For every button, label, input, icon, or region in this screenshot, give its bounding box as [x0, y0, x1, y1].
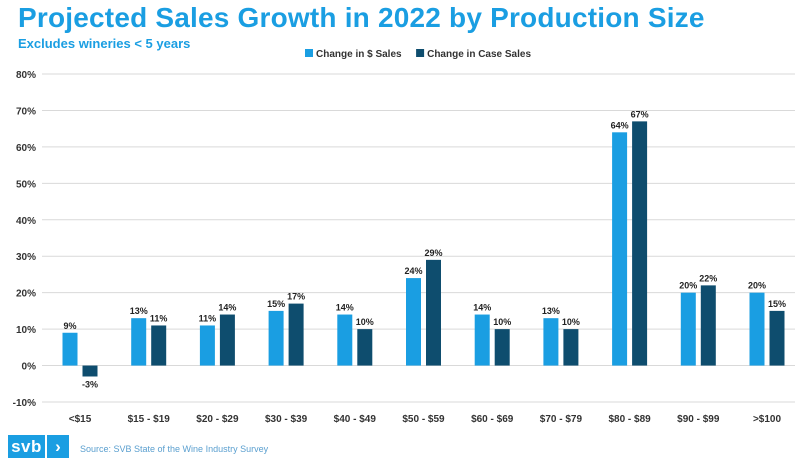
x-tick-label: $30 - $39: [265, 414, 308, 425]
bar-case-sales: [563, 329, 579, 366]
x-tick-label: $90 - $99: [677, 414, 720, 425]
bar-case-sales: [632, 121, 648, 366]
bar-dollar-sales: [268, 310, 284, 366]
legend-label: Change in Case Sales: [427, 49, 531, 60]
bar-dollar-sales: [337, 314, 353, 366]
data-label: 13%: [542, 306, 560, 316]
y-tick-label: 10%: [16, 325, 36, 336]
y-tick-label: 30%: [16, 252, 36, 263]
data-label: 10%: [356, 317, 374, 327]
data-label: 67%: [631, 109, 649, 119]
footer: svb › Source: SVB State of the Wine Indu…: [0, 430, 800, 466]
data-label: 11%: [150, 313, 168, 323]
bar-dollar-sales: [543, 318, 559, 366]
x-tick-label: >$100: [753, 414, 782, 425]
data-label: 15%: [267, 299, 285, 309]
data-label: 17%: [287, 292, 305, 302]
x-tick-label: $60 - $69: [471, 414, 514, 425]
x-tick-label: $50 - $59: [402, 414, 445, 425]
bar-dollar-sales: [680, 292, 696, 366]
data-label: 10%: [562, 317, 580, 327]
y-tick-label: 80%: [16, 70, 36, 81]
y-tick-label: 70%: [16, 106, 36, 117]
bar-dollar-sales: [749, 292, 765, 366]
chevron-right-icon: ›: [47, 435, 69, 458]
legend-swatch: [416, 49, 425, 57]
bar-case-sales: [219, 314, 235, 366]
bar-dollar-sales: [62, 332, 78, 366]
bar-case-sales: [288, 303, 304, 366]
bar-case-sales: [426, 259, 441, 366]
y-tick-label: 50%: [16, 179, 36, 190]
svb-logo: svb: [8, 435, 45, 458]
data-label: 24%: [404, 266, 422, 276]
bar-case-sales: [700, 285, 716, 366]
chart-title: Projected Sales Growth in 2022 by Produc…: [18, 2, 705, 33]
data-label: 14%: [218, 303, 236, 313]
bar-case-sales: [494, 329, 510, 366]
x-tick-label: $15 - $19: [128, 414, 171, 425]
x-tick-label: $70 - $79: [540, 414, 583, 425]
chart-subtitle: Excludes wineries < 5 years: [18, 36, 191, 51]
bar-dollar-sales: [474, 314, 490, 366]
bar-case-sales: [151, 325, 167, 366]
bar-dollar-sales: [131, 318, 147, 366]
data-label: 10%: [493, 317, 511, 327]
data-label: 20%: [748, 281, 766, 291]
data-label: 64%: [611, 120, 629, 130]
bar-case-sales: [357, 329, 373, 366]
data-label: 9%: [63, 321, 76, 331]
x-tick-label: $40 - $49: [334, 414, 377, 425]
data-label: 13%: [130, 306, 148, 316]
legend-swatch: [305, 49, 313, 57]
data-label: 15%: [768, 299, 786, 309]
y-tick-label: -10%: [13, 398, 36, 409]
data-label: 29%: [424, 248, 442, 258]
bar-case-sales: [82, 365, 98, 377]
x-tick-label: $80 - $89: [608, 414, 651, 425]
bar-dollar-sales: [612, 132, 628, 366]
y-tick-label: 0%: [22, 362, 37, 373]
data-label: 11%: [199, 313, 217, 323]
bar-dollar-sales: [199, 325, 215, 366]
data-label: 20%: [679, 281, 697, 291]
data-label: 14%: [473, 303, 491, 313]
y-tick-label: 60%: [16, 143, 36, 154]
x-tick-label: <$15: [69, 414, 92, 425]
data-label: 14%: [336, 303, 354, 313]
y-tick-label: 20%: [16, 289, 36, 300]
bar-case-sales: [769, 310, 785, 366]
x-tick-label: $20 - $29: [196, 414, 239, 425]
y-tick-label: 40%: [16, 216, 36, 227]
source-note: Source: SVB State of the Wine Industry S…: [80, 444, 269, 454]
data-label: -3%: [82, 379, 98, 389]
legend-label: Change in $ Sales: [316, 49, 402, 60]
bar-dollar-sales: [406, 278, 421, 366]
data-label: 22%: [699, 273, 717, 283]
